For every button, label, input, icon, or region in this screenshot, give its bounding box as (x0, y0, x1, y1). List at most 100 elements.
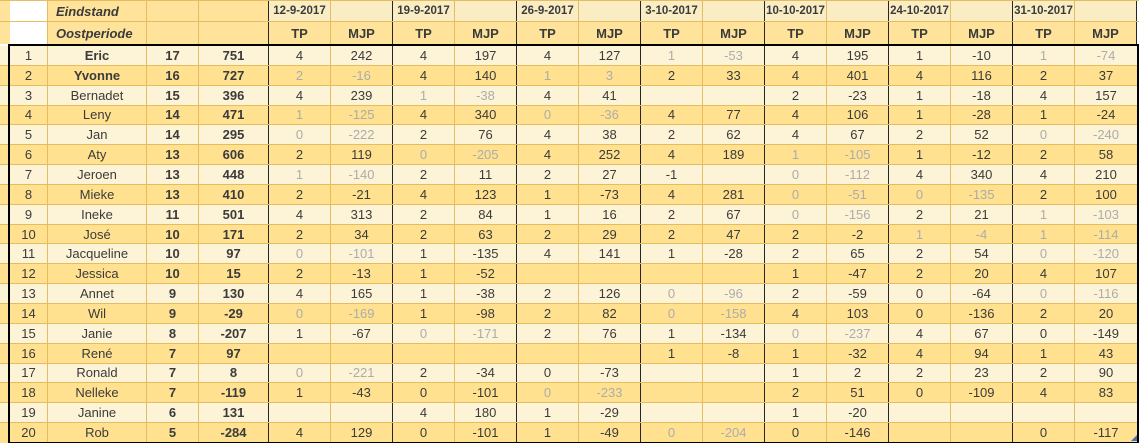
date-header-spacer-cell[interactable] (951, 1, 1013, 21)
rank-cell[interactable]: 6 (10, 145, 48, 165)
score-mjp-cell[interactable]: -12 (951, 145, 1013, 165)
score-tp-cell[interactable]: 0 (641, 423, 703, 442)
score-mjp-cell[interactable]: 20 (1098, 305, 1114, 321)
date-header-cell[interactable]: 31-10-2017 (1013, 1, 1075, 21)
score-mjp-cell[interactable]: -171 (455, 323, 517, 343)
score-mjp-cell[interactable]: 141 (579, 244, 641, 264)
score-mjp-cell[interactable]: 27 (579, 165, 641, 184)
score-tp-cell[interactable] (641, 383, 703, 403)
score-tp-cell[interactable]: 0 (765, 323, 827, 343)
score-tp-cell[interactable]: 0 (517, 105, 579, 125)
score-tp-cell[interactable]: 0 (393, 145, 455, 165)
score-mjp-cell[interactable]: -53 (703, 46, 765, 65)
score-tp-cell[interactable]: 1 (641, 343, 703, 363)
score-mjp-cell[interactable]: 76 (455, 125, 517, 145)
rank-header-cell[interactable] (10, 1, 48, 21)
score-tp-cell[interactable]: 4 (517, 244, 579, 264)
name-cell[interactable]: Wil (48, 303, 147, 323)
score-mjp-cell[interactable]: 107 (1095, 266, 1117, 282)
total-tp-cell[interactable]: 14 (147, 105, 199, 125)
score-tp-cell[interactable]: 2 (269, 145, 331, 165)
score-mjp-cell[interactable]: -117 (1093, 424, 1119, 440)
score-mjp-cell[interactable] (703, 383, 765, 403)
score-tp-cell[interactable]: 0 (765, 165, 827, 184)
score-tp-cell[interactable]: 1 (517, 423, 579, 442)
score-tp-cell[interactable] (517, 343, 579, 363)
score-tp-cell[interactable]: 2 (765, 224, 827, 244)
score-mjp-cell[interactable]: -146 (827, 423, 889, 442)
score-mjp-cell[interactable]: 77 (703, 105, 765, 125)
rank-cell[interactable]: 2 (10, 65, 48, 85)
score-tp-cell[interactable]: 4 (765, 65, 827, 85)
total-tp-cell[interactable]: 6 (147, 403, 199, 423)
score-mjp-cell[interactable]: -28 (951, 105, 1013, 125)
name-cell[interactable]: Ineke (48, 204, 147, 224)
total-tp-cell[interactable]: 9 (147, 284, 199, 303)
score-mjp-cell[interactable]: 62 (703, 125, 765, 145)
score-tp-cell[interactable]: 2 (889, 264, 951, 284)
score-mjp-cell[interactable]: -233 (579, 383, 641, 403)
score-tp-cell[interactable]: 4 (641, 105, 703, 125)
score-tp-cell[interactable]: 2 (641, 65, 703, 85)
score-mjp-cell[interactable]: -169 (331, 303, 393, 323)
date-header-cell[interactable]: 26-9-2017 (517, 1, 579, 21)
date-header-cell[interactable]: 12-9-2017 (269, 1, 331, 21)
score-mjp-cell[interactable]: -8 (703, 343, 765, 363)
total-tp-cell[interactable]: 10 (147, 224, 199, 244)
score-tp-cell[interactable]: 4 (393, 105, 455, 125)
name-cell[interactable]: Jessica (48, 264, 147, 284)
name-cell[interactable]: Yvonne (48, 65, 147, 85)
name-cell[interactable]: Jacqueline (48, 244, 147, 264)
total-mjp-cell[interactable]: 97 (199, 343, 269, 363)
score-mjp-cell[interactable]: 103 (827, 303, 889, 323)
score-tp-cell[interactable]: 2 (765, 383, 827, 403)
score-mjp-cell[interactable] (703, 403, 765, 423)
score-tp-cell[interactable]: 4 (393, 46, 455, 65)
score-mjp-cell[interactable]: -64 (951, 284, 1013, 303)
score-mjp-cell[interactable]: -32 (827, 343, 889, 363)
score-tp-cell[interactable]: 4 (889, 65, 951, 85)
rank-header-cell[interactable] (10, 22, 48, 44)
total-tp-header-cell[interactable] (147, 22, 199, 44)
date-header-spacer-cell[interactable] (703, 1, 765, 21)
name-cell[interactable]: Aty (48, 145, 147, 165)
score-tp-cell[interactable]: 2 (517, 323, 579, 343)
score-mjp-cell[interactable]: 180 (455, 403, 517, 423)
score-mjp-cell[interactable]: -101 (331, 244, 393, 264)
score-mjp-cell[interactable]: -67 (331, 323, 393, 343)
score-mjp-cell[interactable]: -29 (579, 403, 641, 423)
score-mjp-cell[interactable]: 38 (579, 125, 641, 145)
name-cell[interactable]: Nelleke (48, 383, 147, 403)
score-mjp-cell[interactable]: 63 (455, 224, 517, 244)
score-tp-cell[interactable]: 2 (1013, 184, 1075, 204)
tp-column-header-cell[interactable]: TP (889, 22, 951, 44)
rank-cell[interactable]: 1 (10, 46, 48, 65)
score-tp-cell[interactable]: 4 (517, 85, 579, 105)
score-tp-cell[interactable]: 2 (889, 204, 951, 224)
score-mjp-cell[interactable] (703, 85, 765, 105)
score-tp-cell[interactable]: 2 (1013, 145, 1075, 165)
score-mjp-cell[interactable]: -134 (703, 323, 765, 343)
date-header-cell[interactable]: 3-10-2017 (641, 1, 703, 21)
total-tp-cell[interactable]: 15 (147, 85, 199, 105)
date-header-spacer-cell[interactable] (331, 1, 393, 21)
score-mjp-cell[interactable] (703, 165, 765, 184)
score-tp-cell[interactable] (393, 343, 455, 363)
score-mjp-cell[interactable]: -2 (827, 224, 889, 244)
tp-column-header-cell[interactable]: TP (1013, 22, 1075, 44)
score-mjp-cell[interactable] (455, 343, 517, 363)
score-tp-cell[interactable]: 1 (393, 284, 455, 303)
score-tp-cell[interactable]: 2 (517, 284, 579, 303)
score-tp-cell[interactable]: 1 (269, 105, 331, 125)
score-mjp-cell[interactable]: 210 (1095, 166, 1117, 182)
score-mjp-cell[interactable]: 157 (1095, 87, 1117, 103)
total-tp-cell[interactable]: 7 (147, 383, 199, 403)
score-tp-cell[interactable]: 1 (393, 264, 455, 284)
score-mjp-cell[interactable] (579, 343, 641, 363)
score-mjp-cell[interactable]: 340 (951, 165, 1013, 184)
score-tp-cell[interactable]: 4 (1013, 383, 1075, 403)
score-tp-cell[interactable]: 0 (889, 303, 951, 323)
total-mjp-cell[interactable]: 606 (199, 145, 269, 165)
score-mjp-cell[interactable]: 54 (951, 244, 1013, 264)
score-mjp-cell[interactable]: -135 (455, 244, 517, 264)
